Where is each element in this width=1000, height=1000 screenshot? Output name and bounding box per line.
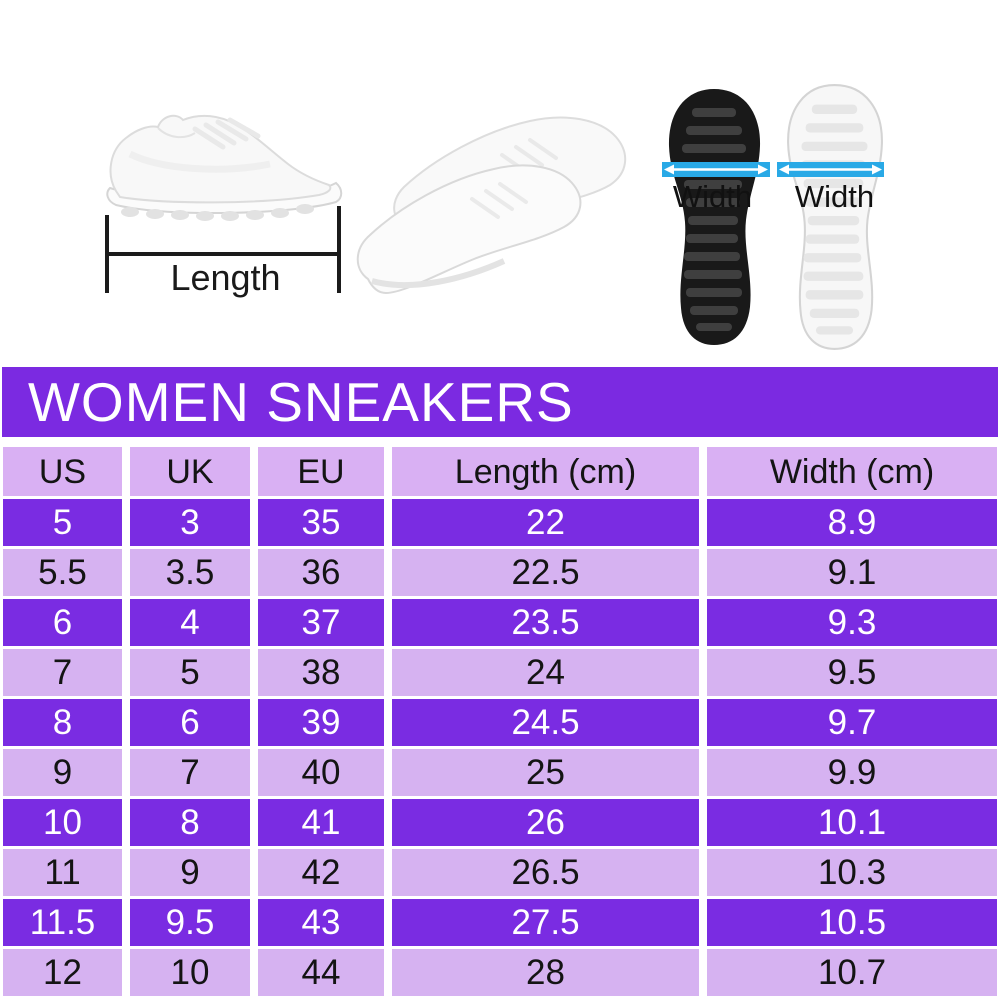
page-title: WOMEN SNEAKERS — [28, 371, 574, 433]
sole-white-image — [787, 84, 883, 350]
double-arrow-icon — [779, 164, 882, 175]
table-cell: 40 — [258, 749, 384, 796]
table-cell: 22 — [392, 499, 699, 546]
table-cell: 3.5 — [130, 549, 250, 596]
length-bracket-right-line — [337, 206, 341, 293]
header-cell: Width (cm) — [707, 447, 997, 496]
table-cell: 8 — [130, 799, 250, 846]
table-cell: 36 — [258, 549, 384, 596]
table-cell: 10.1 — [707, 799, 997, 846]
table-cell: 9.5 — [707, 649, 997, 696]
table-cell: 26 — [392, 799, 699, 846]
table-cell: 41 — [258, 799, 384, 846]
table-cell: 9 — [3, 749, 122, 796]
header-cell: EU — [258, 447, 384, 496]
table-cell: 8 — [3, 699, 122, 746]
table-cell: 9.9 — [707, 749, 997, 796]
table-cell: 5 — [130, 649, 250, 696]
table-cell: 5 — [3, 499, 122, 546]
header-cell: Length (cm) — [392, 447, 699, 496]
width-arrow-band-white-sole — [777, 162, 884, 177]
table-cell: 23.5 — [392, 599, 699, 646]
table-cell: 25 — [392, 749, 699, 796]
table-cell: 24.5 — [392, 699, 699, 746]
table-cell: 10.5 — [707, 899, 997, 946]
header-cell: US — [3, 447, 122, 496]
width-label-white-sole: Width — [794, 179, 875, 214]
table-cell: 8.9 — [707, 499, 997, 546]
title-banner: WOMEN SNEAKERS — [2, 367, 998, 437]
table-cell: 10.7 — [707, 949, 997, 996]
table-cell: 9.5 — [130, 899, 250, 946]
table-cell: 3 — [130, 499, 250, 546]
table-cell: 11.5 — [3, 899, 122, 946]
table-cell: 27.5 — [392, 899, 699, 946]
table-cell: 35 — [258, 499, 384, 546]
table-cell: 7 — [130, 749, 250, 796]
table-cell: 37 — [258, 599, 384, 646]
table-cell: 10 — [3, 799, 122, 846]
table-cell: 44 — [258, 949, 384, 996]
table-cell: 6 — [130, 699, 250, 746]
table-cell: 39 — [258, 699, 384, 746]
table-cell: 9.1 — [707, 549, 997, 596]
product-figures: Length — [0, 0, 1000, 367]
table-cell: 38 — [258, 649, 384, 696]
table-cell: 42 — [258, 849, 384, 896]
sole-black-image — [668, 89, 761, 345]
table-cell: 26.5 — [392, 849, 699, 896]
size-table: US UK EU Length (cm) Width (cm) 5 3 35 22 8.9 5.5 3… — [3, 447, 997, 996]
table-cell: 10 — [130, 949, 250, 996]
table-cell: 28 — [392, 949, 699, 996]
table-cell: 9 — [130, 849, 250, 896]
sneaker-pair-image — [356, 116, 626, 295]
double-arrow-icon — [664, 164, 768, 175]
table-cell: 5.5 — [3, 549, 122, 596]
width-label-black-sole: Width — [672, 179, 753, 214]
width-arrow-band-black-sole — [662, 162, 770, 177]
table-cell: 9.7 — [707, 699, 997, 746]
table-cell: 9.3 — [707, 599, 997, 646]
table-cell: 6 — [3, 599, 122, 646]
table-cell: 12 — [3, 949, 122, 996]
table-cell: 10.3 — [707, 849, 997, 896]
table-cell: 4 — [130, 599, 250, 646]
length-label: Length — [170, 257, 281, 298]
table-cell: 11 — [3, 849, 122, 896]
table-cell: 24 — [392, 649, 699, 696]
table-cell: 7 — [3, 649, 122, 696]
header-cell: UK — [130, 447, 250, 496]
table-cell: 22.5 — [392, 549, 699, 596]
sneaker-side-view-image — [106, 114, 343, 221]
table-cell: 43 — [258, 899, 384, 946]
length-bracket-horizontal-line — [105, 252, 341, 256]
